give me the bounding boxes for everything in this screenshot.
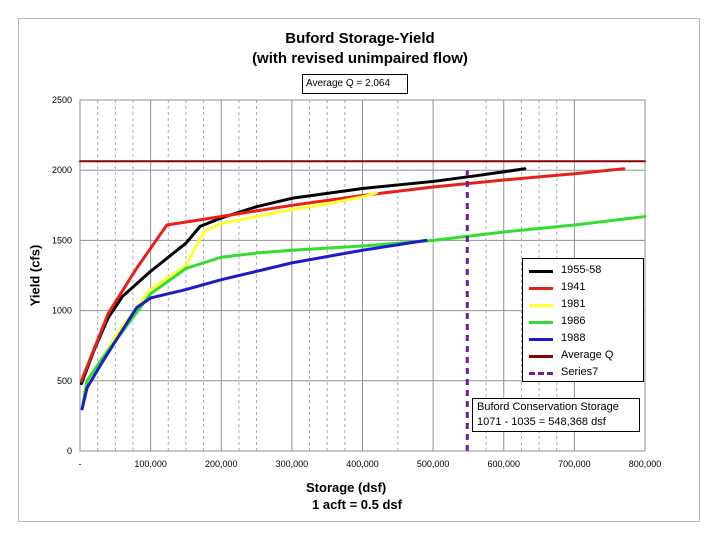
legend-item-1986: 1986 [523,314,643,331]
legend-label: 1988 [561,332,586,344]
legend-item-1955-58: 1955-58 [523,263,643,280]
legend-label: 1986 [561,315,586,327]
x-axis-title: Storage (dsf) [306,480,387,495]
storage-note-box: Buford Conservation Storage 1071 - 1035 … [472,398,640,432]
legend: 1955-58 1941 1981 1986 1988 Average Q Series7 [522,258,644,382]
legend-swatch [529,270,553,273]
y-tick-label: 1500 [52,235,72,245]
x-tick-label: 800,000 [629,459,662,469]
x-tick-label: 300,000 [276,459,309,469]
series-line-1955-58 [79,167,527,386]
legend-label: 1981 [561,298,586,310]
legend-item-1988: 1988 [523,331,643,348]
legend-swatch [529,304,553,307]
x-tick-label: 600,000 [487,459,520,469]
series-line-1988 [80,238,428,411]
legend-item-1981: 1981 [523,297,643,314]
average-q-annotation: Average Q = 2,064 [302,74,408,94]
x-tick-label: 200,000 [205,459,238,469]
legend-item-average-q: Average Q [523,348,643,365]
legend-label: 1955-58 [561,264,602,276]
y-tick-label: 1000 [52,306,72,316]
legend-swatch [529,321,553,324]
legend-item-1941: 1941 [523,280,643,297]
legend-swatch [529,287,553,290]
legend-item-series7: Series7 [523,365,643,382]
chart-subtitle: (with revised unimpaired flow) [252,50,468,67]
y-tick-label: 500 [57,376,72,386]
legend-swatch [529,338,553,341]
plot-area-border [79,99,646,452]
series-line-1941 [79,167,626,383]
x-tick-label: 700,000 [558,459,591,469]
legend-swatch [529,355,553,358]
x-axis-note: 1 acft = 0.5 dsf [312,497,402,512]
chart-title: Buford Storage-Yield [285,30,435,47]
x-tick-label: - [79,459,82,469]
storage-note-line-2: 1071 - 1035 = 548,368 dsf [477,416,606,428]
y-tick-label: 2500 [52,95,72,105]
y-axis-title: Yield (cfs) [27,244,43,307]
y-tick-label: 2000 [52,165,72,175]
series-line-1986 [80,215,647,411]
y-tick-label: 0 [67,446,72,456]
legend-swatch [529,372,553,375]
legend-label: Series7 [561,366,599,378]
storage-note-line-1: Buford Conservation Storage [477,401,619,413]
x-tick-label: 100,000 [134,459,167,469]
legend-label: 1941 [561,281,586,293]
x-tick-label: 400,000 [346,459,379,469]
x-tick-label: 500,000 [417,459,450,469]
legend-label: Average Q [561,349,614,361]
